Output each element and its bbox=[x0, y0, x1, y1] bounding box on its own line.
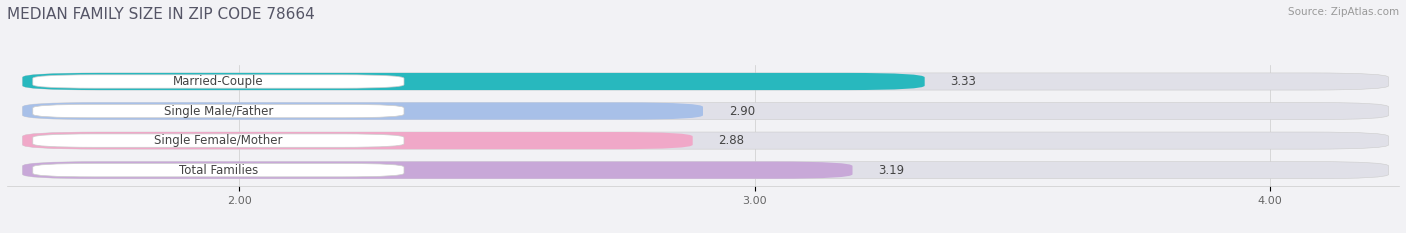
Text: 3.19: 3.19 bbox=[879, 164, 904, 177]
FancyBboxPatch shape bbox=[22, 161, 1389, 179]
Text: Married-Couple: Married-Couple bbox=[173, 75, 264, 88]
Text: 2.88: 2.88 bbox=[718, 134, 744, 147]
FancyBboxPatch shape bbox=[22, 73, 1389, 90]
Text: 2.90: 2.90 bbox=[728, 105, 755, 117]
FancyBboxPatch shape bbox=[22, 161, 852, 179]
FancyBboxPatch shape bbox=[22, 103, 703, 120]
FancyBboxPatch shape bbox=[32, 164, 404, 177]
Text: 3.33: 3.33 bbox=[950, 75, 976, 88]
FancyBboxPatch shape bbox=[22, 103, 1389, 120]
FancyBboxPatch shape bbox=[22, 73, 925, 90]
Text: MEDIAN FAMILY SIZE IN ZIP CODE 78664: MEDIAN FAMILY SIZE IN ZIP CODE 78664 bbox=[7, 7, 315, 22]
Text: Source: ZipAtlas.com: Source: ZipAtlas.com bbox=[1288, 7, 1399, 17]
Text: Single Male/Father: Single Male/Father bbox=[163, 105, 273, 117]
FancyBboxPatch shape bbox=[32, 75, 404, 88]
FancyBboxPatch shape bbox=[22, 132, 1389, 149]
Text: Total Families: Total Families bbox=[179, 164, 259, 177]
Text: Single Female/Mother: Single Female/Mother bbox=[155, 134, 283, 147]
FancyBboxPatch shape bbox=[32, 134, 404, 147]
FancyBboxPatch shape bbox=[32, 104, 404, 118]
FancyBboxPatch shape bbox=[22, 132, 693, 149]
